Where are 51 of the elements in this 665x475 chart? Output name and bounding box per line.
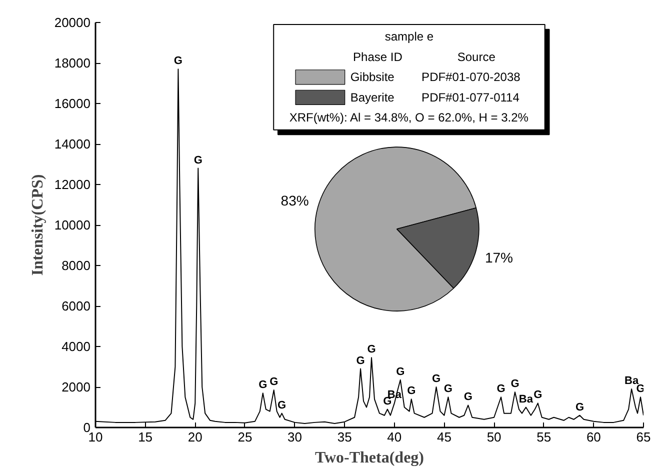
annotation: G xyxy=(534,389,542,402)
x-tick-label: 20 xyxy=(188,430,202,444)
annotation: G xyxy=(432,373,441,385)
annotation: XRF(wt%): Al = 34.8%, O = 62.0%, H = 3.2% xyxy=(289,110,529,125)
x-tick-label: 25 xyxy=(238,430,252,444)
annotation: G xyxy=(575,401,584,414)
x-tick-label: 65 xyxy=(636,430,651,444)
x-tick-label: 45 xyxy=(436,430,452,444)
annotation: Phase ID xyxy=(353,50,403,64)
annotation: G xyxy=(510,378,520,390)
annotation: G xyxy=(396,366,405,378)
y-axis-title: Intensity(CPS) xyxy=(29,174,46,276)
x-tick-label: 50 xyxy=(486,430,502,444)
annotation: G xyxy=(496,383,506,396)
x-axis-title: Two-Theta(deg) xyxy=(314,450,424,466)
y-tick-label: 4000 xyxy=(62,339,90,354)
y-tick-label: 6000 xyxy=(62,298,90,314)
y-tick-label: 18000 xyxy=(54,56,91,70)
y-tick-label: 14000 xyxy=(54,136,91,152)
annotation: G xyxy=(407,385,416,398)
annotation: G xyxy=(258,379,268,392)
data-label: 83% xyxy=(280,192,309,209)
annotation: G xyxy=(444,383,452,396)
annotation: G xyxy=(174,55,182,68)
annotation: Source xyxy=(457,50,496,64)
annotation: PDF#01-070-2038 xyxy=(422,70,521,84)
y-tick-label: 0 xyxy=(83,420,91,435)
legend-label: Gibbsite xyxy=(350,70,395,84)
legend-title: sample e xyxy=(384,30,434,44)
y-tick-label: 12000 xyxy=(54,177,91,192)
y-tick-label: 16000 xyxy=(54,96,91,111)
data-label: 17% xyxy=(484,250,514,266)
x-tick-label: 35 xyxy=(337,430,352,444)
annotation: Ba xyxy=(518,393,534,406)
annotation: PDF#01-077-0114 xyxy=(422,90,520,104)
y-tick-label: 10000 xyxy=(54,218,91,232)
annotation: G xyxy=(194,154,202,166)
x-tick-label: 30 xyxy=(288,430,302,444)
y-tick-label: 8000 xyxy=(62,258,90,273)
x-tick-label: 15 xyxy=(138,430,153,444)
annotation: G xyxy=(367,344,376,356)
x-tick-label: 40 xyxy=(387,430,402,444)
annotation: G xyxy=(464,391,472,404)
y-tick-label: 20000 xyxy=(54,15,91,30)
annotation: G xyxy=(270,376,278,388)
annotation: G xyxy=(356,354,365,367)
legend-label: Bayerite xyxy=(350,90,395,104)
x-tick-label: 60 xyxy=(586,430,601,444)
annotation: G xyxy=(278,399,286,412)
x-tick-label: 55 xyxy=(536,430,552,444)
y-tick-label: 2000 xyxy=(62,380,90,394)
